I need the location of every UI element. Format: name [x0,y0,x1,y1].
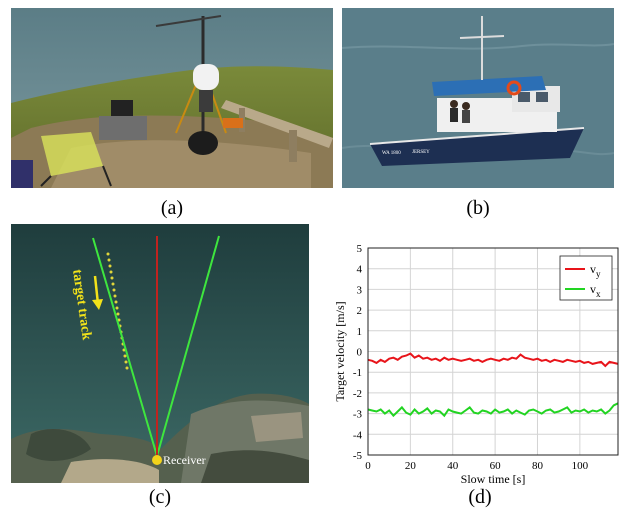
chart-legend: vy vx [559,255,613,301]
arrow-head-icon [92,299,103,310]
y-tick-label: -2 [353,388,362,400]
legend-entry: vx [590,282,601,299]
boat-registration: WA 1800 [382,151,401,156]
velocity-chart-svg: 5 4 3 2 1 0 -1 -2 -3 -4 -5 0 20 40 60 80 100 Slow time … [334,243,619,486]
y-tick-label: 4 [357,264,363,276]
series-line-vy [367,352,619,368]
receiver-label: Receiver [163,453,206,467]
caption-a: (a) [160,197,184,219]
track-direction-arrow [93,275,100,305]
x-tick-label: 20 [405,460,417,472]
beam-right-edge [156,235,220,457]
boat-name-label: JERSEY [412,150,430,155]
caption-d: (d) [468,486,492,508]
y-tick-label: 2 [357,305,363,317]
photo-receiver-site [11,8,333,188]
x-tick-label: 80 [532,460,544,472]
photo-target-boat: WA 1800 JERSEY [342,8,614,188]
legend-entry: vy [590,262,601,279]
y-tick-label: 1 [357,326,363,338]
x-tick-label: 60 [490,460,502,472]
series-line-vx [367,402,619,418]
y-tick-label: -5 [353,450,363,462]
velocity-chart: 5 4 3 2 1 0 -1 -2 -3 -4 -5 0 20 40 60 80 100 Slow time … [334,238,624,486]
boat-illustration: WA 1800 JERSEY [342,8,614,188]
y-tick-label: 0 [357,347,363,359]
chart-series [367,352,619,418]
receiver-site-illustration [11,8,333,188]
plot-frame [367,247,619,456]
y-tick-label: 5 [357,243,363,255]
x-tick-label: 40 [447,460,459,472]
aerial-map: Receiver target track [11,224,309,483]
x-tick-labels: 0 20 40 60 80 100 [365,460,588,472]
y-tick-label: 3 [357,284,363,296]
y-tick-labels: 5 4 3 2 1 0 -1 -2 -3 -4 -5 [353,243,363,462]
caption-c: (c) [148,486,172,508]
y-tick-label: -1 [353,367,362,379]
y-tick-label: -4 [353,429,363,441]
beam-left-edge [92,237,158,457]
x-tick-label: 100 [572,460,589,472]
aerial-map-illustration: Receiver target track [11,224,309,483]
caption-b: (b) [466,197,490,219]
y-tick-label: -3 [353,409,363,421]
y-axis-label: Target velocity [m/s] [334,301,347,401]
receiver-marker [152,455,162,465]
x-axis-label: Slow time [s] [461,472,526,486]
legend-box [559,255,613,301]
x-tick-label: 0 [365,460,371,472]
